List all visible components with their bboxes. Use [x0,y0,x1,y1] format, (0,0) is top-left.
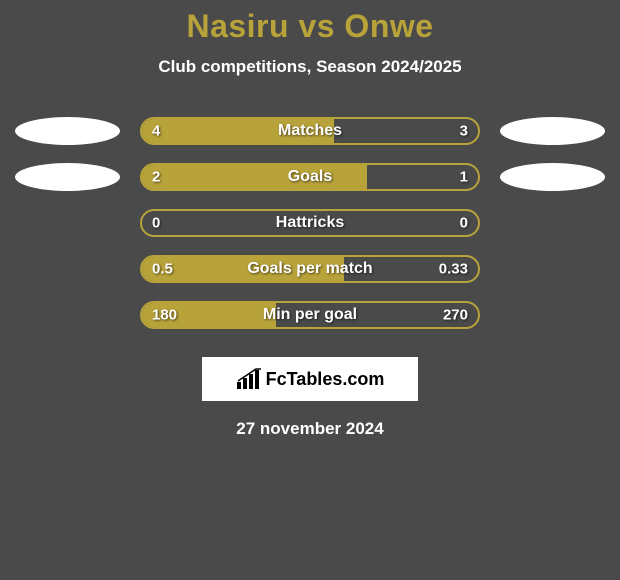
spacer [15,301,120,329]
stats-list: 4 3 Matches 2 1 Goals 0 0 Hattricks 0.5 0.33 Goals … [0,117,620,329]
spacer [500,301,605,329]
stat-row: 0.5 0.33 Goals per match [0,255,620,283]
stat-row: 180 270 Min per goal [0,301,620,329]
brand-logo-inner: FcTables.com [236,368,385,390]
vs-separator: vs [298,8,335,44]
spacer [15,209,120,237]
player-right-badge [500,163,605,191]
stat-right-value: 3 [460,123,468,140]
brand-logo-text: FcTables.com [266,369,385,390]
stat-right-value: 0.33 [439,261,468,278]
stat-label: Goals per match [247,260,372,278]
stat-row: 2 1 Goals [0,163,620,191]
page-title: Nasiru vs Onwe [0,8,620,45]
stat-bar-fill [142,165,367,189]
stat-bar: 2 1 Goals [140,163,480,191]
stat-bar: 180 270 Min per goal [140,301,480,329]
bars-icon [236,368,262,390]
stat-bar: 0.5 0.33 Goals per match [140,255,480,283]
stat-bar: 4 3 Matches [140,117,480,145]
stat-left-value: 180 [152,307,177,324]
stat-left-value: 4 [152,123,160,140]
stat-left-value: 2 [152,169,160,186]
stat-label: Goals [288,168,332,186]
stat-row: 0 0 Hattricks [0,209,620,237]
player-right-name: Onwe [344,8,433,44]
stat-row: 4 3 Matches [0,117,620,145]
player-left-name: Nasiru [186,8,289,44]
subtitle: Club competitions, Season 2024/2025 [0,57,620,77]
stat-right-value: 0 [460,215,468,232]
stat-right-value: 270 [443,307,468,324]
spacer [15,255,120,283]
stat-label: Min per goal [263,306,357,324]
brand-logo: FcTables.com [202,357,418,401]
stat-bar: 0 0 Hattricks [140,209,480,237]
comparison-card: Nasiru vs Onwe Club competitions, Season… [0,0,620,439]
player-left-badge [15,117,120,145]
stat-left-value: 0.5 [152,261,173,278]
spacer [500,255,605,283]
stat-right-value: 1 [460,169,468,186]
spacer [500,209,605,237]
date-text: 27 november 2024 [0,419,620,439]
stat-label: Hattricks [276,214,344,232]
stat-left-value: 0 [152,215,160,232]
player-left-badge [15,163,120,191]
stat-label: Matches [278,122,342,140]
player-right-badge [500,117,605,145]
